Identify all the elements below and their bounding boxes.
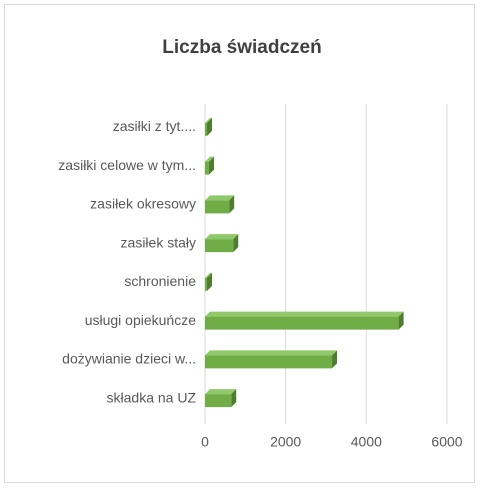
bar xyxy=(205,316,399,330)
bar-top xyxy=(205,234,239,240)
bar xyxy=(205,122,208,136)
bar-side xyxy=(398,311,404,330)
bar-top xyxy=(205,117,213,123)
x-tick-label: 0 xyxy=(201,434,209,450)
bar-top xyxy=(205,311,404,317)
bar xyxy=(205,394,232,408)
x-tick-label: 6000 xyxy=(431,434,462,450)
y-tick-label: dożywianie dzieci w... xyxy=(62,351,196,367)
x-tick-label: 4000 xyxy=(351,434,382,450)
bar-side xyxy=(332,350,338,369)
bar-side xyxy=(209,156,215,175)
y-tick-label: składka na UZ xyxy=(107,389,197,405)
bar-top xyxy=(205,195,235,201)
bar-side xyxy=(231,389,237,408)
y-tick-label: zasiłki celowe w tym... xyxy=(58,157,196,173)
bar xyxy=(205,239,234,253)
bar-top xyxy=(205,350,338,356)
y-tick-label: zasiłek okresowy xyxy=(90,196,196,212)
bar xyxy=(205,161,210,175)
chart-title: Liczba świadczeń xyxy=(162,37,321,58)
chart-border xyxy=(4,4,475,483)
bar-side xyxy=(207,272,213,291)
y-tick-label: usługi opiekuńcze xyxy=(85,312,197,328)
bar-top xyxy=(205,389,237,395)
bar xyxy=(205,355,333,369)
bar xyxy=(205,200,230,214)
bar xyxy=(205,277,208,291)
bar-top xyxy=(205,156,215,162)
y-tick-label: zasiłki z tyt.... xyxy=(113,118,196,134)
y-tick-label: schronienie xyxy=(124,273,196,289)
bar-side xyxy=(207,117,213,136)
bar-side xyxy=(233,234,239,253)
x-tick-label: 2000 xyxy=(270,434,301,450)
y-tick-label: zasiłek stały xyxy=(121,234,196,250)
bar-top xyxy=(205,272,213,278)
bar-side xyxy=(229,195,235,214)
